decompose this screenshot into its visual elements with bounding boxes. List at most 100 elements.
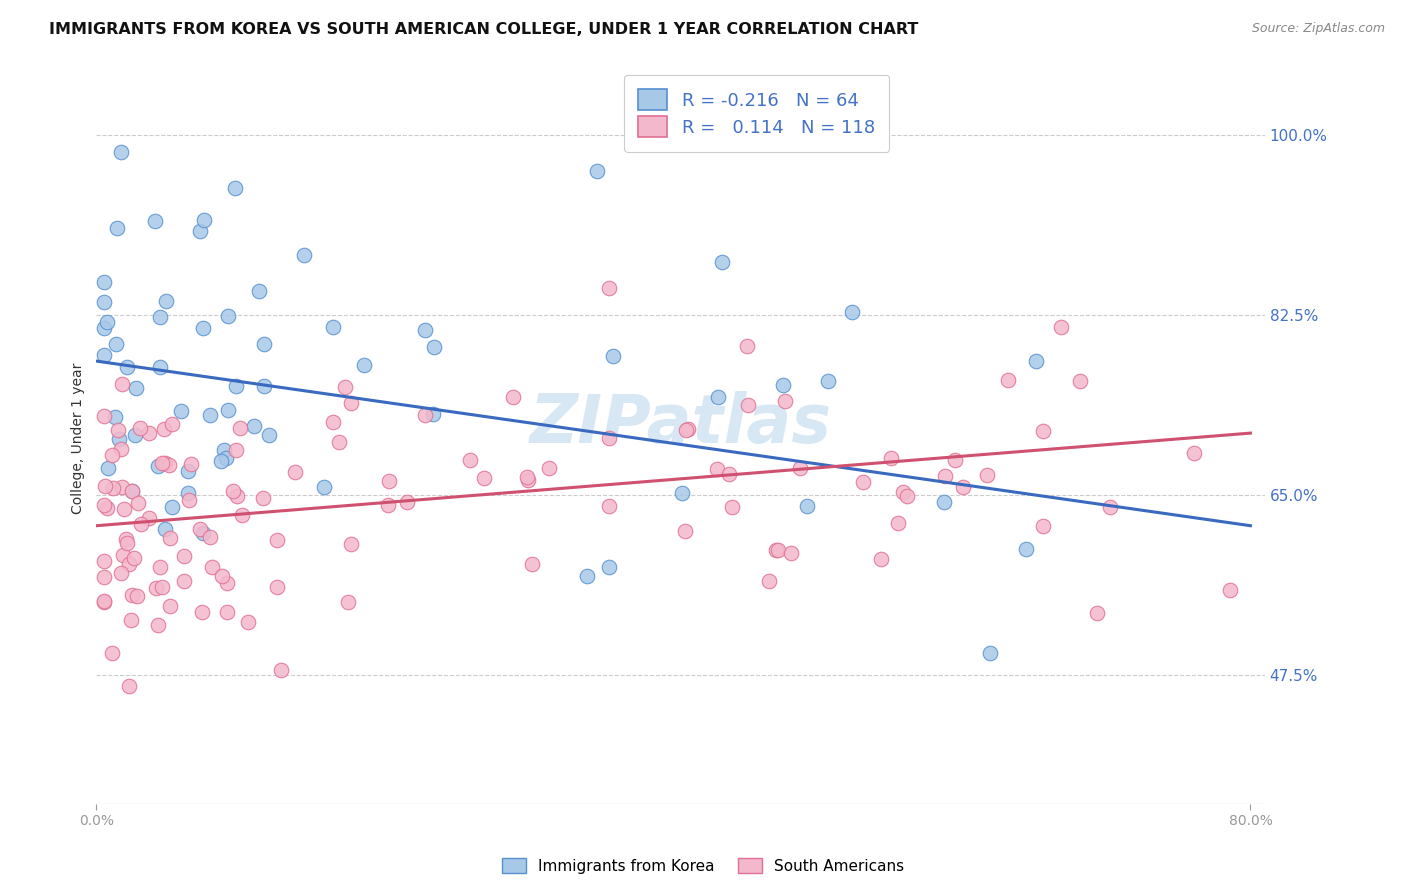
Point — [422, 407, 444, 421]
Point — [138, 426, 160, 441]
Point — [720, 500, 742, 515]
Point — [322, 320, 344, 334]
Point — [502, 390, 524, 404]
Point — [110, 145, 132, 160]
Point — [111, 480, 134, 494]
Point — [253, 337, 276, 351]
Point — [676, 422, 699, 436]
Point — [537, 461, 560, 475]
Point — [96, 500, 118, 515]
Point — [312, 480, 335, 494]
Point — [128, 420, 150, 434]
Point — [423, 340, 446, 354]
Point — [108, 432, 131, 446]
Point — [93, 554, 115, 568]
Point — [339, 396, 361, 410]
Point — [253, 379, 276, 393]
Point — [1025, 354, 1047, 368]
Point — [104, 409, 127, 424]
Point — [215, 576, 238, 591]
Point — [222, 484, 245, 499]
Point — [149, 310, 172, 325]
Point — [107, 423, 129, 437]
Point — [121, 483, 143, 498]
Point — [997, 373, 1019, 387]
Point — [252, 491, 274, 506]
Point — [200, 409, 222, 423]
Point — [340, 536, 363, 550]
Point — [112, 501, 135, 516]
Point — [880, 451, 903, 466]
Point — [377, 474, 399, 488]
Point — [602, 349, 624, 363]
Point — [243, 419, 266, 434]
Point — [775, 394, 797, 409]
Point — [516, 474, 538, 488]
Point — [120, 613, 142, 627]
Point — [1182, 445, 1205, 459]
Point — [266, 533, 288, 547]
Point — [238, 615, 260, 629]
Point — [159, 599, 181, 613]
Point — [413, 408, 436, 422]
Point — [515, 470, 537, 484]
Point — [93, 498, 115, 512]
Point — [284, 466, 307, 480]
Point — [97, 461, 120, 475]
Point — [101, 448, 124, 462]
Point — [93, 479, 115, 493]
Text: IMMIGRANTS FROM KOREA VS SOUTH AMERICAN COLLEGE, UNDER 1 YEAR CORRELATION CHART: IMMIGRANTS FROM KOREA VS SOUTH AMERICAN … — [49, 22, 918, 37]
Point — [1032, 424, 1054, 438]
Point — [322, 415, 344, 429]
Point — [145, 581, 167, 595]
Point — [257, 428, 280, 442]
Point — [896, 489, 918, 503]
Point — [353, 358, 375, 372]
Point — [93, 320, 115, 334]
Point — [110, 566, 132, 580]
Point — [173, 574, 195, 589]
Text: ZIPatlas: ZIPatlas — [530, 391, 831, 457]
Point — [209, 454, 232, 468]
Point — [127, 496, 149, 510]
Point — [93, 295, 115, 310]
Point — [125, 382, 148, 396]
Point — [93, 569, 115, 583]
Point — [160, 417, 183, 432]
Point — [121, 483, 143, 498]
Point — [150, 456, 173, 470]
Point — [1069, 374, 1091, 388]
Point — [148, 458, 170, 473]
Point — [270, 663, 292, 677]
Point — [598, 431, 620, 445]
Point — [193, 526, 215, 541]
Point — [201, 560, 224, 574]
Point — [1015, 542, 1038, 557]
Point — [155, 293, 177, 308]
Point — [952, 479, 974, 493]
Point — [707, 390, 730, 404]
Point — [675, 423, 697, 437]
Point — [117, 679, 139, 693]
Point — [103, 481, 125, 495]
Point — [932, 495, 955, 509]
Point — [115, 533, 138, 547]
Point — [229, 421, 252, 435]
Point — [118, 557, 141, 571]
Point — [1219, 582, 1241, 597]
Point — [598, 281, 620, 295]
Point — [598, 560, 620, 574]
Point — [336, 594, 359, 608]
Point — [110, 442, 132, 457]
Point — [780, 546, 803, 560]
Point — [231, 508, 253, 522]
Point — [598, 500, 620, 514]
Point — [170, 404, 193, 418]
Point — [979, 646, 1001, 660]
Point — [891, 484, 914, 499]
Point — [472, 471, 495, 485]
Point — [772, 377, 794, 392]
Point — [887, 516, 910, 530]
Point — [159, 532, 181, 546]
Point — [129, 516, 152, 531]
